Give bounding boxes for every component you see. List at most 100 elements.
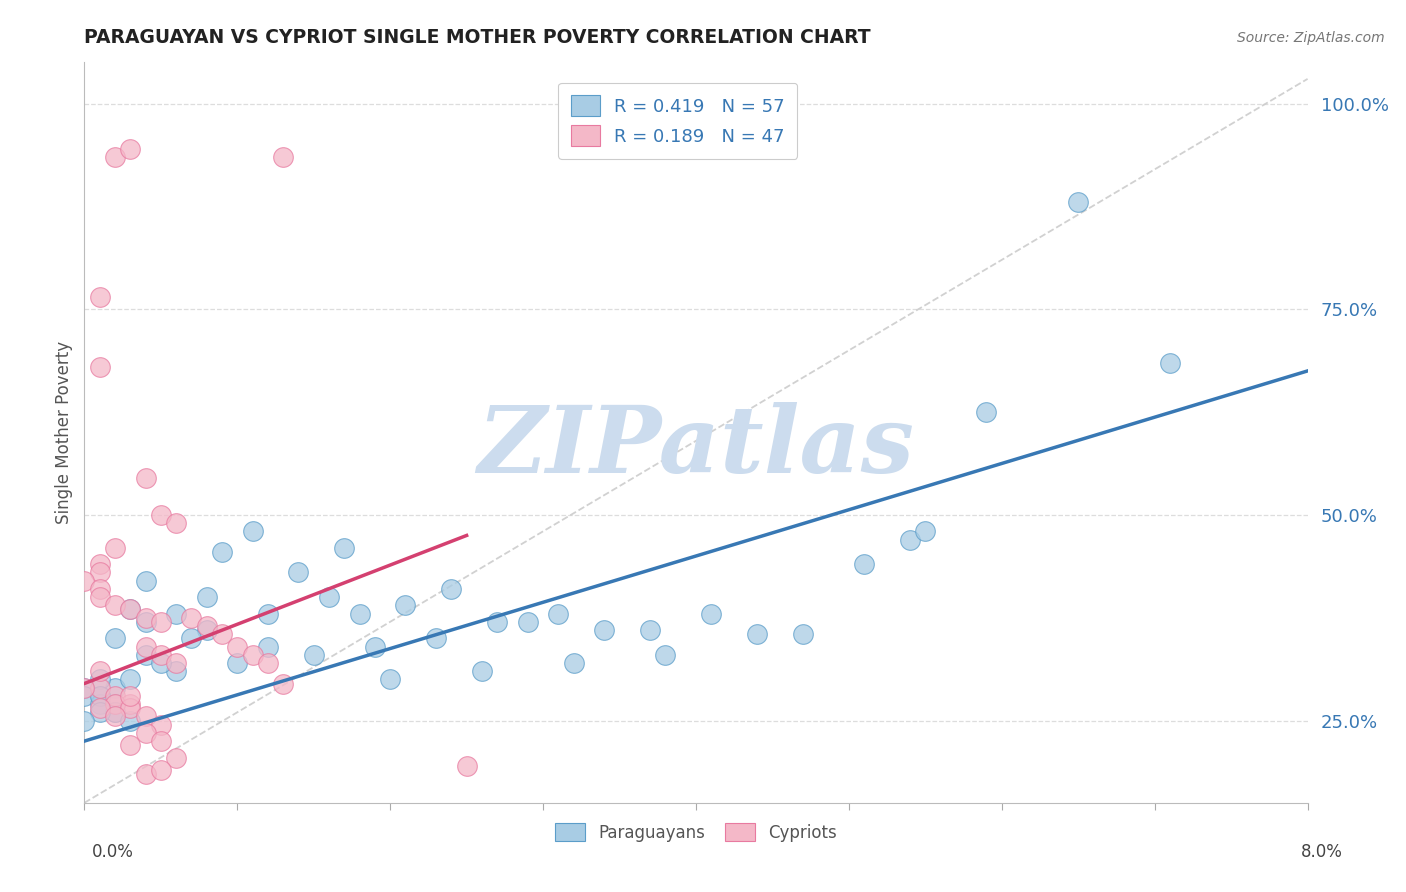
- Point: [89, 359, 111, 374]
- Point: [135, 574, 157, 588]
- Point: [165, 607, 187, 621]
- Text: 0.0%: 0.0%: [91, 843, 134, 861]
- Point: [180, 610, 202, 624]
- Point: [120, 602, 142, 616]
- Point: [792, 627, 814, 641]
- Point: [149, 656, 172, 670]
- Point: [516, 615, 538, 629]
- Text: 8.0%: 8.0%: [1301, 843, 1343, 861]
- Point: [562, 656, 585, 670]
- Point: [898, 533, 921, 547]
- Point: [333, 541, 356, 555]
- Legend: Paraguayans, Cypriots: Paraguayans, Cypriots: [547, 814, 845, 850]
- Point: [593, 623, 616, 637]
- Point: [349, 607, 371, 621]
- Point: [211, 545, 233, 559]
- Point: [394, 599, 416, 613]
- Point: [73, 681, 96, 695]
- Point: [104, 541, 127, 555]
- Point: [120, 673, 142, 687]
- Point: [120, 697, 142, 711]
- Point: [120, 689, 142, 703]
- Point: [149, 508, 172, 522]
- Point: [135, 709, 157, 723]
- Point: [271, 676, 294, 690]
- Point: [135, 767, 157, 781]
- Point: [104, 697, 127, 711]
- Point: [89, 689, 111, 703]
- Point: [318, 590, 340, 604]
- Point: [89, 582, 111, 596]
- Point: [89, 290, 111, 304]
- Point: [89, 706, 111, 720]
- Point: [195, 619, 218, 633]
- Point: [104, 706, 127, 720]
- Point: [364, 640, 387, 654]
- Point: [257, 656, 280, 670]
- Point: [638, 623, 661, 637]
- Point: [302, 648, 325, 662]
- Point: [976, 405, 998, 419]
- Point: [165, 750, 187, 764]
- Point: [135, 726, 157, 740]
- Text: PARAGUAYAN VS CYPRIOT SINGLE MOTHER POVERTY CORRELATION CHART: PARAGUAYAN VS CYPRIOT SINGLE MOTHER POVE…: [84, 28, 870, 47]
- Point: [242, 648, 264, 662]
- Point: [700, 607, 723, 621]
- Point: [73, 574, 96, 588]
- Point: [211, 627, 233, 641]
- Point: [257, 607, 280, 621]
- Text: Source: ZipAtlas.com: Source: ZipAtlas.com: [1237, 31, 1385, 45]
- Point: [89, 664, 111, 678]
- Point: [195, 623, 218, 637]
- Point: [73, 689, 96, 703]
- Point: [135, 648, 157, 662]
- Point: [104, 150, 127, 164]
- Point: [120, 142, 142, 156]
- Point: [654, 648, 676, 662]
- Point: [89, 681, 111, 695]
- Y-axis label: Single Mother Poverty: Single Mother Poverty: [55, 341, 73, 524]
- Point: [104, 632, 127, 646]
- Point: [165, 664, 187, 678]
- Point: [226, 656, 249, 670]
- Point: [104, 697, 127, 711]
- Point: [149, 734, 172, 748]
- Point: [914, 524, 936, 539]
- Point: [73, 681, 96, 695]
- Point: [853, 558, 876, 572]
- Point: [89, 558, 111, 572]
- Point: [89, 701, 111, 715]
- Point: [135, 471, 157, 485]
- Point: [165, 516, 187, 530]
- Point: [120, 714, 142, 728]
- Point: [104, 706, 127, 720]
- Point: [104, 689, 127, 703]
- Point: [135, 615, 157, 629]
- Point: [456, 758, 478, 772]
- Point: [242, 524, 264, 539]
- Point: [104, 599, 127, 613]
- Point: [271, 150, 294, 164]
- Point: [73, 714, 96, 728]
- Point: [149, 717, 172, 731]
- Point: [89, 697, 111, 711]
- Point: [120, 701, 142, 715]
- Point: [120, 602, 142, 616]
- Point: [195, 590, 218, 604]
- Point: [425, 632, 447, 646]
- Point: [180, 632, 202, 646]
- Point: [440, 582, 463, 596]
- Point: [486, 615, 509, 629]
- Point: [104, 709, 127, 723]
- Point: [149, 615, 172, 629]
- Point: [471, 664, 494, 678]
- Point: [1067, 195, 1090, 210]
- Point: [380, 673, 402, 687]
- Text: ZIPatlas: ZIPatlas: [478, 402, 914, 492]
- Point: [135, 640, 157, 654]
- Point: [120, 738, 142, 752]
- Point: [165, 656, 187, 670]
- Point: [747, 627, 769, 641]
- Point: [89, 566, 111, 580]
- Point: [1159, 356, 1181, 370]
